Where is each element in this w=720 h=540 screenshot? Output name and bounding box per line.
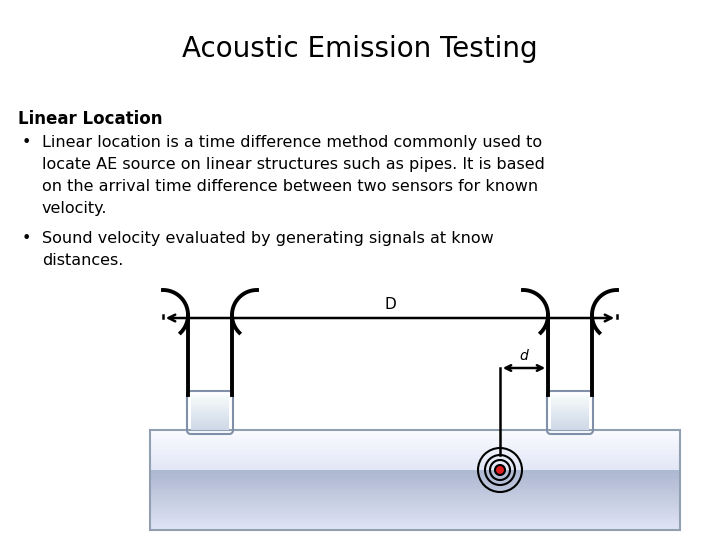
Text: on the arrival time difference between two sensors for known: on the arrival time difference between t… bbox=[42, 179, 538, 194]
Bar bbox=[150, 448, 680, 450]
Bar bbox=[191, 406, 229, 407]
Text: •: • bbox=[22, 231, 32, 246]
Text: Sound velocity evaluated by generating signals at know: Sound velocity evaluated by generating s… bbox=[42, 231, 494, 246]
Bar bbox=[551, 400, 589, 402]
Bar bbox=[150, 505, 680, 508]
Bar bbox=[191, 420, 229, 421]
Bar bbox=[150, 483, 680, 485]
Bar bbox=[150, 517, 680, 520]
Bar bbox=[150, 510, 680, 512]
Bar bbox=[150, 497, 680, 500]
Text: velocity.: velocity. bbox=[42, 201, 107, 216]
Bar bbox=[150, 480, 680, 483]
Bar bbox=[551, 409, 589, 411]
Bar bbox=[551, 421, 589, 423]
Bar bbox=[191, 402, 229, 404]
Bar bbox=[150, 442, 680, 445]
Bar bbox=[150, 488, 680, 490]
Bar bbox=[191, 423, 229, 425]
Bar bbox=[150, 440, 680, 442]
Bar bbox=[551, 420, 589, 421]
Bar bbox=[150, 462, 680, 465]
Bar bbox=[150, 470, 680, 472]
Bar bbox=[150, 475, 680, 477]
Text: distances.: distances. bbox=[42, 253, 123, 268]
Bar bbox=[150, 528, 680, 530]
Bar bbox=[191, 411, 229, 413]
Bar bbox=[150, 495, 680, 497]
Bar bbox=[191, 395, 229, 397]
Bar bbox=[150, 437, 680, 440]
Bar bbox=[191, 414, 229, 416]
Text: locate AE source on linear structures such as pipes. It is based: locate AE source on linear structures su… bbox=[42, 157, 545, 172]
Bar bbox=[551, 411, 589, 413]
Bar bbox=[191, 404, 229, 406]
Bar bbox=[150, 508, 680, 510]
Bar bbox=[150, 450, 680, 453]
Text: Acoustic Emission Testing: Acoustic Emission Testing bbox=[182, 35, 538, 63]
Bar bbox=[150, 457, 680, 460]
Bar bbox=[150, 485, 680, 488]
Bar bbox=[150, 430, 680, 530]
Bar bbox=[551, 425, 589, 427]
Bar bbox=[191, 400, 229, 402]
Bar bbox=[150, 492, 680, 495]
Ellipse shape bbox=[495, 465, 505, 475]
Bar bbox=[551, 397, 589, 399]
Bar bbox=[191, 418, 229, 420]
Bar bbox=[150, 468, 680, 470]
Bar bbox=[191, 428, 229, 430]
Bar bbox=[150, 490, 680, 492]
Bar bbox=[150, 445, 680, 448]
Bar bbox=[150, 465, 680, 468]
Text: Linear Location: Linear Location bbox=[18, 110, 163, 128]
Text: Linear location is a time difference method commonly used to: Linear location is a time difference met… bbox=[42, 135, 542, 150]
Bar bbox=[150, 477, 680, 480]
Bar bbox=[150, 430, 680, 433]
Bar bbox=[150, 435, 680, 437]
Bar bbox=[150, 523, 680, 525]
Bar bbox=[551, 428, 589, 430]
Bar bbox=[551, 406, 589, 407]
Bar bbox=[150, 512, 680, 515]
Bar bbox=[551, 423, 589, 425]
Bar bbox=[191, 421, 229, 423]
Bar bbox=[150, 503, 680, 505]
Bar bbox=[191, 427, 229, 428]
Bar bbox=[150, 455, 680, 457]
Text: d: d bbox=[520, 349, 528, 363]
Bar bbox=[150, 520, 680, 523]
Bar bbox=[191, 409, 229, 411]
Bar bbox=[150, 500, 680, 503]
Bar bbox=[150, 472, 680, 475]
Bar bbox=[551, 427, 589, 428]
Bar bbox=[191, 397, 229, 399]
Bar bbox=[150, 515, 680, 517]
Bar bbox=[551, 413, 589, 414]
Bar bbox=[150, 453, 680, 455]
Bar bbox=[150, 525, 680, 528]
Text: D: D bbox=[384, 297, 396, 312]
Bar bbox=[551, 402, 589, 404]
Bar bbox=[551, 418, 589, 420]
Bar bbox=[551, 414, 589, 416]
Bar bbox=[191, 416, 229, 418]
Bar bbox=[191, 425, 229, 427]
Bar bbox=[191, 413, 229, 414]
Bar bbox=[551, 395, 589, 397]
Text: •: • bbox=[22, 135, 32, 150]
Bar bbox=[551, 416, 589, 418]
Bar bbox=[191, 407, 229, 409]
Bar bbox=[191, 399, 229, 400]
Bar bbox=[150, 433, 680, 435]
Bar bbox=[551, 407, 589, 409]
Bar bbox=[551, 404, 589, 406]
Bar bbox=[150, 460, 680, 462]
Bar bbox=[551, 399, 589, 400]
